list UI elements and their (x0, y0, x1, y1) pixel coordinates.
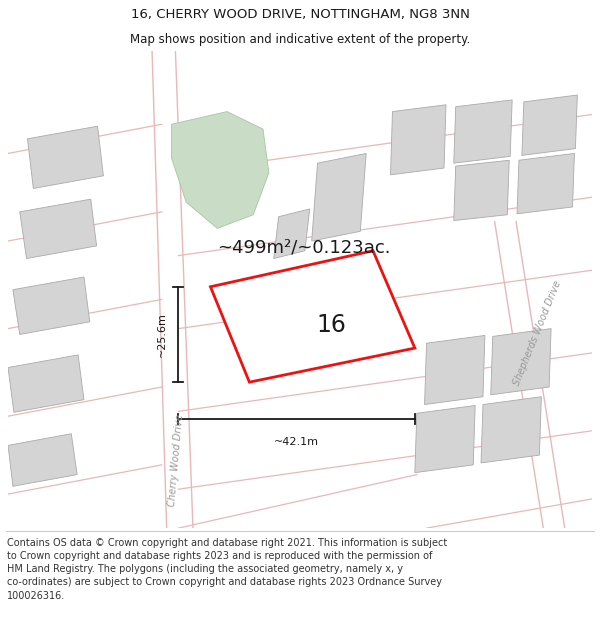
Polygon shape (391, 105, 446, 175)
Text: ~42.1m: ~42.1m (274, 437, 319, 447)
Polygon shape (311, 153, 366, 241)
Text: Shepherds Wood Drive: Shepherds Wood Drive (512, 279, 563, 388)
Polygon shape (415, 406, 475, 472)
Polygon shape (481, 397, 541, 463)
Polygon shape (211, 251, 415, 382)
Polygon shape (172, 112, 269, 228)
Polygon shape (274, 209, 310, 259)
Text: Map shows position and indicative extent of the property.: Map shows position and indicative extent… (130, 34, 470, 46)
Polygon shape (522, 95, 577, 156)
Polygon shape (28, 126, 103, 189)
Text: ~25.6m: ~25.6m (157, 312, 167, 357)
Text: 16: 16 (316, 312, 346, 337)
Polygon shape (491, 329, 551, 395)
Text: ~499m²/~0.123ac.: ~499m²/~0.123ac. (217, 239, 391, 257)
Text: Contains OS data © Crown copyright and database right 2021. This information is : Contains OS data © Crown copyright and d… (7, 538, 448, 601)
Polygon shape (517, 153, 574, 214)
Polygon shape (13, 277, 90, 334)
Polygon shape (425, 336, 485, 404)
Text: Cherry Wood Drive: Cherry Wood Drive (167, 413, 185, 507)
Polygon shape (454, 100, 512, 163)
Polygon shape (8, 434, 77, 486)
Polygon shape (8, 355, 84, 412)
Polygon shape (20, 199, 97, 259)
Polygon shape (454, 160, 509, 221)
Text: 16, CHERRY WOOD DRIVE, NOTTINGHAM, NG8 3NN: 16, CHERRY WOOD DRIVE, NOTTINGHAM, NG8 3… (131, 8, 469, 21)
